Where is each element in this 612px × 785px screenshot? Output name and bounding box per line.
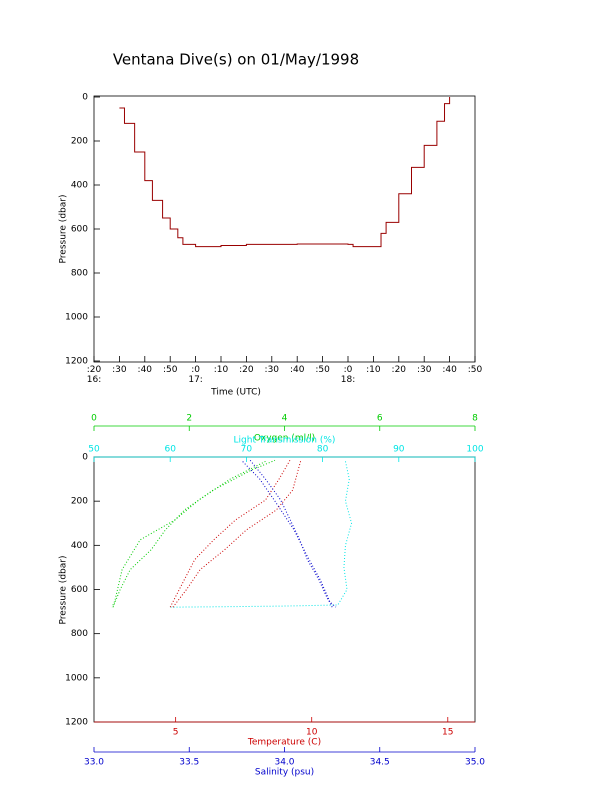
x-tick-label: :20 [239, 365, 254, 375]
x-axis-title: Temperature (C) [247, 738, 321, 748]
x-tick-label: :40 [442, 365, 457, 375]
x-tick-label: 70 [241, 445, 253, 455]
x-tick-label: :10 [213, 365, 229, 375]
x-tick-label: :30 [112, 365, 127, 375]
profile [111, 460, 266, 608]
x-tick-label: 15 [442, 728, 453, 738]
y-tick-label: 1000 [65, 673, 88, 683]
pressure-line [119, 97, 451, 248]
x-tick-label: :20 16: [86, 365, 102, 385]
y-tick-label: 200 [71, 137, 88, 147]
x-tick-label: :30 [264, 365, 280, 375]
plot-frame [93, 95, 476, 363]
x-tick-label: :20 [391, 365, 407, 375]
y-tick-label: 1000 [65, 313, 88, 323]
x-tick-label: 33.5 [179, 758, 199, 768]
profile [172, 460, 302, 608]
x-axis-title: Oxygen (ml/l) [254, 434, 315, 444]
x-tick-label: 34.5 [370, 758, 390, 768]
x-tick-label: :30 [416, 365, 432, 375]
y-tick-label: 600 [71, 585, 88, 595]
y-tick-label: 400 [71, 181, 88, 191]
y-tick-label: 400 [71, 541, 88, 551]
chart-title: Ventana Dive(s) on 01/May/1998 [113, 51, 359, 69]
x-tick-label: 0 [91, 414, 97, 424]
x-tick-label: :50 [315, 365, 330, 375]
x-tick-label: 50 [88, 445, 100, 455]
x-tick-label: :40 [137, 365, 153, 375]
y-tick-label: 1200 [65, 718, 88, 728]
profile [170, 461, 353, 608]
y-tick-label: 1200 [65, 357, 88, 367]
plot-frame [93, 456, 476, 723]
x-axis-title: Salinity (psu) [255, 768, 314, 778]
x-tick-label: 5 [173, 728, 179, 738]
x-tick-label: :50 [467, 365, 483, 375]
x-tick-label: :50 [162, 365, 178, 375]
x-tick-label: :10 [366, 365, 381, 375]
x-tick-label: :0 17: [188, 365, 203, 385]
x-tick-label: 6 [377, 414, 383, 424]
x-tick-label: 90 [393, 445, 405, 455]
x-tick-label: 60 [164, 445, 176, 455]
x-axis-title: Light Transmission (%) [234, 436, 336, 446]
x-tick-label: 80 [317, 445, 329, 455]
x-tick-label: 8 [472, 414, 478, 424]
x-axis-title: Time (UTC) [210, 388, 261, 398]
x-tick-label: 4 [282, 414, 288, 424]
profile [249, 459, 337, 608]
x-tick-label: :0 18: [340, 365, 356, 385]
y-axis-title: Pressure (dbar) [59, 556, 69, 625]
profile [242, 461, 333, 608]
x-tick-label: 35.0 [465, 758, 485, 768]
y-tick-label: 0 [82, 453, 88, 463]
y-tick-label: 800 [71, 629, 88, 639]
x-tick-label: 34.0 [274, 758, 294, 768]
x-tick-label: 10 [306, 728, 318, 738]
x-tick-label: 33.0 [84, 758, 104, 768]
profile [112, 459, 276, 608]
x-tick-label: 2 [186, 414, 192, 424]
y-axis-title: Pressure (dbar) [59, 195, 69, 264]
y-tick-label: 800 [71, 269, 88, 279]
x-tick-label: 100 [466, 445, 483, 455]
x-tick-label: :40 [289, 365, 305, 375]
profile [169, 460, 291, 608]
y-tick-label: 600 [71, 225, 88, 235]
y-tick-label: 0 [82, 93, 88, 103]
y-tick-label: 200 [71, 497, 88, 507]
